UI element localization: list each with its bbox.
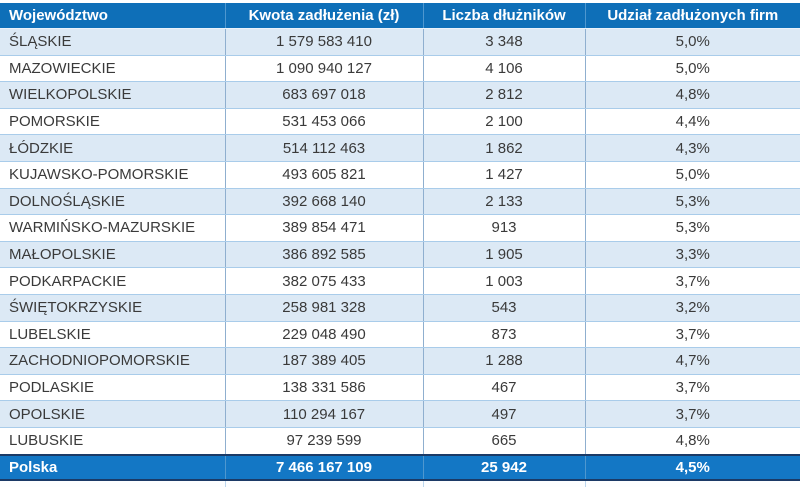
table-row: PODLASKIE 138 331 586 467 3,7%	[0, 373, 800, 402]
cell-debtors: 497	[422, 400, 585, 428]
header-row: Województwo Kwota zadłużenia (zł) Liczba…	[0, 3, 800, 29]
table-footer: Polska 7 466 167 109 25 942 4,5%	[0, 453, 800, 481]
cell-amount: 229 048 490	[224, 320, 423, 349]
cell-share: 5,3%	[584, 187, 800, 216]
cell-region: PODKARPACKIE	[0, 267, 225, 295]
cell-share: 5,3%	[584, 214, 800, 242]
cell-debtors: 467	[422, 373, 585, 402]
table-row: ŁÓDZKIE 514 112 463 1 862 4,3%	[0, 134, 800, 162]
cell-share: 3,2%	[584, 293, 800, 322]
cell-region: MAŁOPOLSKIE	[0, 240, 225, 269]
table-row: POMORSKIE 531 453 066 2 100 4,4%	[0, 107, 800, 136]
cell-region: LUBUSKIE	[0, 426, 225, 456]
cell-amount: 514 112 463	[224, 134, 423, 162]
cell-amount: 258 981 328	[224, 293, 423, 322]
cell-region: DOLNOŚLĄSKIE	[0, 187, 225, 216]
cutoff-next-row-strip	[0, 480, 800, 487]
cell-amount: 187 389 405	[224, 347, 423, 375]
cell-debtors: 2 812	[422, 81, 585, 109]
header-cell-share: Udział zadłużonych firm	[584, 3, 800, 29]
cell-debtors: 4 106	[422, 54, 585, 83]
table-row: WIELKOPOLSKIE 683 697 018 2 812 4,8%	[0, 81, 800, 109]
cell-share: 3,7%	[584, 320, 800, 349]
cell-amount: 1 090 940 127	[224, 54, 423, 83]
cell-debtors: 1 905	[422, 240, 585, 269]
cell-share: 3,7%	[584, 373, 800, 402]
cell-debtors: 543	[422, 293, 585, 322]
cell-debtors: 3 348	[422, 28, 585, 56]
table-row: PODKARPACKIE 382 075 433 1 003 3,7%	[0, 267, 800, 295]
cell-amount: 531 453 066	[224, 107, 423, 136]
cell-debtors: 665	[422, 426, 585, 456]
cell-share: 4,7%	[584, 347, 800, 375]
table-row: MAZOWIECKIE 1 090 940 127 4 106 5,0%	[0, 54, 800, 83]
header-cell-region: Województwo	[0, 3, 225, 29]
table-body: ŚLĄSKIE 1 579 583 410 3 348 5,0% MAZOWIE…	[0, 28, 800, 456]
cell-share: 4,8%	[584, 426, 800, 456]
cell-region: LUBELSKIE	[0, 320, 225, 349]
header-cell-debtors: Liczba dłużników	[422, 3, 585, 29]
cell-debtors: 873	[422, 320, 585, 349]
cell-region: WIELKOPOLSKIE	[0, 81, 225, 109]
cell-amount: 493 605 821	[224, 160, 423, 189]
cell-region: KUJAWSKO-POMORSKIE	[0, 160, 225, 189]
cell-region: WARMIŃSKO-MAZURSKIE	[0, 214, 225, 242]
cell-region: PODLASKIE	[0, 373, 225, 402]
table-row: DOLNOŚLĄSKIE 392 668 140 2 133 5,3%	[0, 187, 800, 216]
cell-share: 3,7%	[584, 400, 800, 428]
table-row: KUJAWSKO-POMORSKIE 493 605 821 1 427 5,0…	[0, 160, 800, 189]
cell-share: 3,3%	[584, 240, 800, 269]
column-divider-line	[585, 480, 586, 487]
table-header: Województwo Kwota zadłużenia (zł) Liczba…	[0, 3, 800, 29]
cell-region: ZACHODNIOPOMORSKIE	[0, 347, 225, 375]
header-cell-amount: Kwota zadłużenia (zł)	[224, 3, 423, 29]
table-row: MAŁOPOLSKIE 386 892 585 1 905 3,3%	[0, 240, 800, 269]
cell-debtors: 913	[422, 214, 585, 242]
cell-share: 4,4%	[584, 107, 800, 136]
cell-amount: 1 579 583 410	[224, 28, 423, 56]
cell-amount: 110 294 167	[224, 400, 423, 428]
cell-amount: 683 697 018	[224, 81, 423, 109]
cell-region: MAZOWIECKIE	[0, 54, 225, 83]
cell-amount: 386 892 585	[224, 240, 423, 269]
cell-share: 3,7%	[584, 267, 800, 295]
cell-region: OPOLSKIE	[0, 400, 225, 428]
table-row: ŚLĄSKIE 1 579 583 410 3 348 5,0%	[0, 28, 800, 56]
cell-debtors: 1 288	[422, 347, 585, 375]
cell-debtors: 1 862	[422, 134, 585, 162]
cell-share: 5,0%	[584, 160, 800, 189]
total-cell-region: Polska	[0, 453, 225, 481]
cell-share: 5,0%	[584, 54, 800, 83]
table-row: OPOLSKIE 110 294 167 497 3,7%	[0, 400, 800, 428]
table-row: WARMIŃSKO-MAZURSKIE 389 854 471 913 5,3%	[0, 214, 800, 242]
total-cell-amount: 7 466 167 109	[224, 453, 423, 481]
table-row: ZACHODNIOPOMORSKIE 187 389 405 1 288 4,7…	[0, 347, 800, 375]
cell-debtors: 2 100	[422, 107, 585, 136]
cell-share: 5,0%	[584, 28, 800, 56]
cell-debtors: 2 133	[422, 187, 585, 216]
cell-debtors: 1 427	[422, 160, 585, 189]
table-row: LUBUSKIE 97 239 599 665 4,8%	[0, 426, 800, 456]
cell-region: POMORSKIE	[0, 107, 225, 136]
cell-share: 4,3%	[584, 134, 800, 162]
cell-amount: 138 331 586	[224, 373, 423, 402]
table-row: ŚWIĘTOKRZYSKIE 258 981 328 543 3,2%	[0, 293, 800, 322]
total-cell-debtors: 25 942	[422, 453, 585, 481]
total-row: Polska 7 466 167 109 25 942 4,5%	[0, 453, 800, 481]
cell-region: ŁÓDZKIE	[0, 134, 225, 162]
cell-region: ŚLĄSKIE	[0, 28, 225, 56]
cell-debtors: 1 003	[422, 267, 585, 295]
debt-by-voivodeship-table: Województwo Kwota zadłużenia (zł) Liczba…	[0, 3, 800, 481]
cell-amount: 392 668 140	[224, 187, 423, 216]
table-row: LUBELSKIE 229 048 490 873 3,7%	[0, 320, 800, 349]
cell-share: 4,8%	[584, 81, 800, 109]
column-divider-line	[423, 480, 424, 487]
cell-amount: 382 075 433	[224, 267, 423, 295]
column-divider-line	[225, 480, 226, 487]
cell-region: ŚWIĘTOKRZYSKIE	[0, 293, 225, 322]
cell-amount: 97 239 599	[224, 426, 423, 456]
cell-amount: 389 854 471	[224, 214, 423, 242]
total-cell-share: 4,5%	[584, 453, 800, 481]
